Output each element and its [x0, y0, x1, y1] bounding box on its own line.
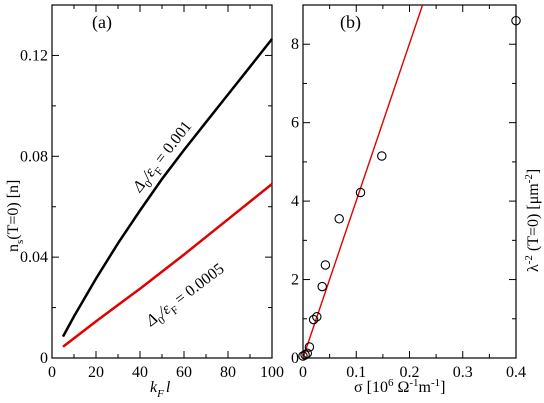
xlabel-b-omega: Ω [393, 379, 409, 396]
panel-b-ticks: 0 0.1 0.2 0.3 0.4 0 2 4 6 8 [291, 5, 526, 381]
panel-a-curve-labels: Δ0/εF = 0.001 Δ0/εF = 0.0005 [129, 118, 230, 333]
b-ytick-label: 4 [291, 193, 299, 210]
b-data-point [511, 15, 521, 26]
panel-b-frame [302, 4, 517, 359]
panel-b-points [298, 15, 521, 361]
a-ytick-label: 0 [40, 350, 48, 367]
b-xtick-label: 0.3 [453, 364, 473, 381]
a-xtick-label: 20 [88, 364, 104, 381]
a-curve-label-1: Δ0/εF = 0.0005 [142, 260, 230, 333]
ylabel-b-sup: -2 [523, 255, 535, 264]
b-data-point [312, 312, 322, 322]
b-ytick-label: 0 [291, 350, 299, 367]
a-xtick-label: 40 [132, 364, 148, 381]
a-xtick-label: 0 [48, 364, 56, 381]
b-fit-line [302, 4, 424, 359]
b-data-point [334, 214, 344, 224]
b-xtick-label: 0.2 [400, 364, 420, 381]
a-xtick-label: 60 [176, 364, 192, 381]
xlabel-k: k [150, 379, 158, 396]
ylabel-rest: (T=0) [n] [5, 180, 22, 240]
a-xtick-label: 100 [260, 364, 284, 381]
xlabel-b-sup1: 6 [388, 377, 394, 389]
a-ytick-label: 0.12 [20, 47, 48, 64]
b-xtick-label: 0.4 [506, 364, 526, 381]
b-data-point [377, 151, 387, 161]
b-xtick-label: 0.1 [346, 364, 366, 381]
ylabel-b-lambda: λ [525, 264, 542, 272]
b-data-point [304, 342, 315, 352]
panel-b-xlabel: σ [106 Ω-1m-1] [354, 377, 445, 396]
panel-a-ylabel: ns(T=0) [n] [5, 180, 26, 252]
a-ytick-label: 0.08 [20, 148, 48, 165]
xlabel-b-sup2: -1 [409, 377, 418, 389]
xlabel-sub-F: F [156, 388, 164, 400]
panel-a: (a) 0 20 40 60 80 100 0 0.04 0.08 0.12 Δ0/εF = 0.… [5, 4, 284, 400]
xlabel-b-end: ] [440, 379, 445, 396]
panel-a-ticks: 0 20 40 60 80 100 0 0.04 0.08 0.12 [20, 4, 284, 381]
xlabel-b-main: σ [10 [354, 379, 388, 396]
b-data-point [308, 314, 319, 325]
a-series-line-1 [62, 183, 273, 348]
ylabel-b-mid: (T=0) [μm [525, 183, 542, 255]
ylabel-b-end: ] [525, 169, 542, 174]
a-series-line-0 [61, 38, 273, 338]
xlabel-l: l [166, 379, 171, 396]
panel-a-lines [61, 38, 273, 348]
panel-b-fit-line [302, 4, 424, 359]
ylabel-n: n [5, 244, 22, 252]
b-ytick-label: 8 [291, 36, 299, 53]
ylabel-b-sup2: -2 [523, 174, 535, 183]
b-xtick-label: 0 [299, 364, 307, 381]
ylabel-sub-s: s [14, 240, 26, 244]
b-data-point [300, 350, 310, 360]
a-curve-label-0: Δ0/εF = 0.001 [129, 118, 198, 199]
xlabel-b-sup3: -1 [431, 377, 440, 389]
b-data-point [317, 281, 327, 292]
panel-a-tag: (a) [92, 12, 112, 33]
panel-a-xlabel: kF l [150, 379, 171, 400]
b-data-point [320, 260, 331, 270]
b-ytick-label: 6 [291, 115, 299, 132]
xlabel-b-m: m [419, 379, 432, 396]
a-xtick-label: 80 [220, 364, 236, 381]
b-data-point [355, 187, 366, 198]
a-ytick-label: 0.04 [20, 249, 48, 266]
curve-label-value: = 0.0005 [169, 260, 228, 310]
panel-b-tag: (b) [340, 12, 361, 33]
panel-b-ylabel: λ-2 (T=0) [μm-2] [523, 169, 542, 272]
b-data-point [302, 348, 313, 359]
b-ytick-label: 2 [291, 272, 299, 289]
